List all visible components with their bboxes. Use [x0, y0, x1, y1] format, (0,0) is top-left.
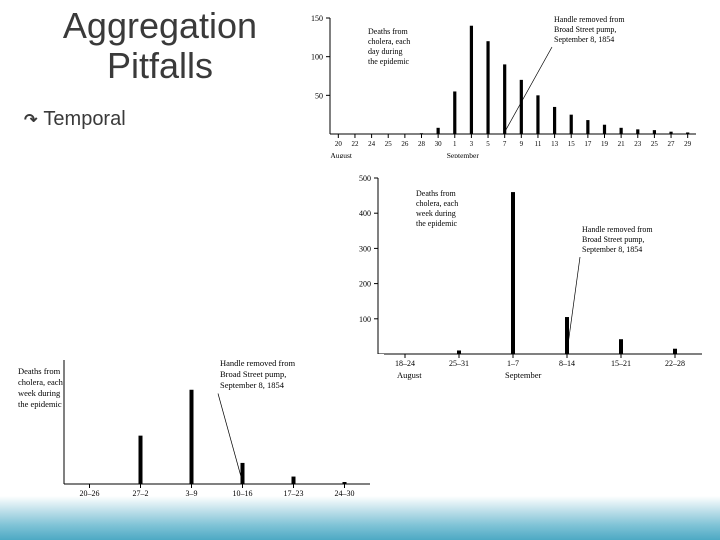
svg-text:15: 15 [568, 140, 576, 148]
svg-text:28: 28 [418, 140, 426, 148]
svg-text:the epidemic: the epidemic [18, 399, 62, 409]
bullet-icon: ↷ [24, 110, 37, 130]
svg-text:22: 22 [351, 140, 359, 148]
svg-text:15–21: 15–21 [611, 359, 631, 368]
svg-text:September 8, 1854: September 8, 1854 [554, 35, 614, 44]
svg-text:day during: day during [368, 47, 402, 56]
svg-text:150: 150 [311, 14, 323, 23]
svg-text:1–7: 1–7 [507, 359, 519, 368]
svg-text:week during: week during [18, 388, 61, 398]
svg-text:27: 27 [668, 140, 676, 148]
svg-text:24: 24 [368, 140, 376, 148]
svg-text:500: 500 [359, 174, 371, 183]
svg-text:19: 19 [601, 140, 609, 148]
svg-text:25–31: 25–31 [449, 359, 469, 368]
svg-text:August: August [397, 370, 422, 380]
svg-text:Deaths from: Deaths from [368, 27, 409, 36]
title-line2: Pitfalls [40, 46, 280, 86]
svg-text:Handle removed from: Handle removed from [220, 358, 295, 368]
svg-text:17: 17 [584, 140, 592, 148]
svg-text:26: 26 [401, 140, 409, 148]
svg-text:Broad Street pump,: Broad Street pump, [220, 369, 286, 379]
svg-text:100: 100 [359, 315, 371, 324]
svg-text:September 8, 1854: September 8, 1854 [220, 380, 285, 390]
svg-text:September: September [447, 151, 480, 158]
svg-text:Broad Street pump,: Broad Street pump, [554, 25, 616, 34]
svg-text:August: August [330, 151, 353, 158]
chart-daily-deaths: 5010015020222425262830135791113151719212… [286, 6, 716, 158]
svg-text:22–28: 22–28 [665, 359, 685, 368]
svg-text:cholera, each: cholera, each [416, 199, 458, 208]
svg-text:3: 3 [470, 140, 474, 148]
slide-title: Aggregation Pitfalls [40, 6, 280, 85]
svg-text:Handle removed from: Handle removed from [554, 15, 625, 24]
svg-text:cholera, each: cholera, each [18, 377, 64, 387]
svg-text:400: 400 [359, 209, 371, 218]
svg-text:30: 30 [435, 140, 443, 148]
bullet-temporal: ↷ Temporal [24, 108, 126, 131]
svg-text:23: 23 [634, 140, 642, 148]
svg-text:8–14: 8–14 [559, 359, 575, 368]
svg-text:the epidemic: the epidemic [416, 219, 458, 228]
svg-text:cholera, each: cholera, each [368, 37, 410, 46]
svg-text:13: 13 [551, 140, 559, 148]
svg-text:25: 25 [651, 140, 659, 148]
bullet-text: Temporal [43, 108, 125, 131]
svg-text:25: 25 [385, 140, 393, 148]
slide-root: { "title": { "line1": "Aggregation", "li… [0, 0, 720, 540]
svg-text:21: 21 [618, 140, 626, 148]
svg-text:Handle removed from: Handle removed from [582, 225, 653, 234]
svg-text:50: 50 [315, 91, 323, 100]
svg-text:September: September [505, 370, 542, 380]
svg-text:Broad Street pump,: Broad Street pump, [582, 235, 644, 244]
svg-text:20: 20 [335, 140, 343, 148]
svg-text:the epidemic: the epidemic [368, 57, 410, 66]
svg-text:200: 200 [359, 280, 371, 289]
chart-weekly-deaths-b: 20–2627–23–910–1617–2324–30AugustSeptemb… [14, 354, 384, 512]
chart-weekly-deaths-a: 100 200 300 400 500 18–24 25–31 1–7 8–14 15–21 22–… [326, 168, 716, 382]
svg-text:week during: week during [416, 209, 456, 218]
svg-text:11: 11 [535, 140, 542, 148]
svg-text:18–24: 18–24 [395, 359, 415, 368]
svg-text:Deaths from: Deaths from [416, 189, 457, 198]
svg-text:100: 100 [311, 53, 323, 62]
svg-text:29: 29 [684, 140, 692, 148]
title-line1: Aggregation [40, 6, 280, 46]
svg-text:7: 7 [503, 140, 507, 148]
svg-text:9: 9 [520, 140, 524, 148]
svg-text:5: 5 [486, 140, 490, 148]
svg-text:September 8, 1854: September 8, 1854 [582, 245, 642, 254]
svg-text:300: 300 [359, 244, 371, 253]
svg-text:Deaths from: Deaths from [18, 366, 61, 376]
footer-gradient [0, 496, 720, 540]
svg-text:1: 1 [453, 140, 457, 148]
